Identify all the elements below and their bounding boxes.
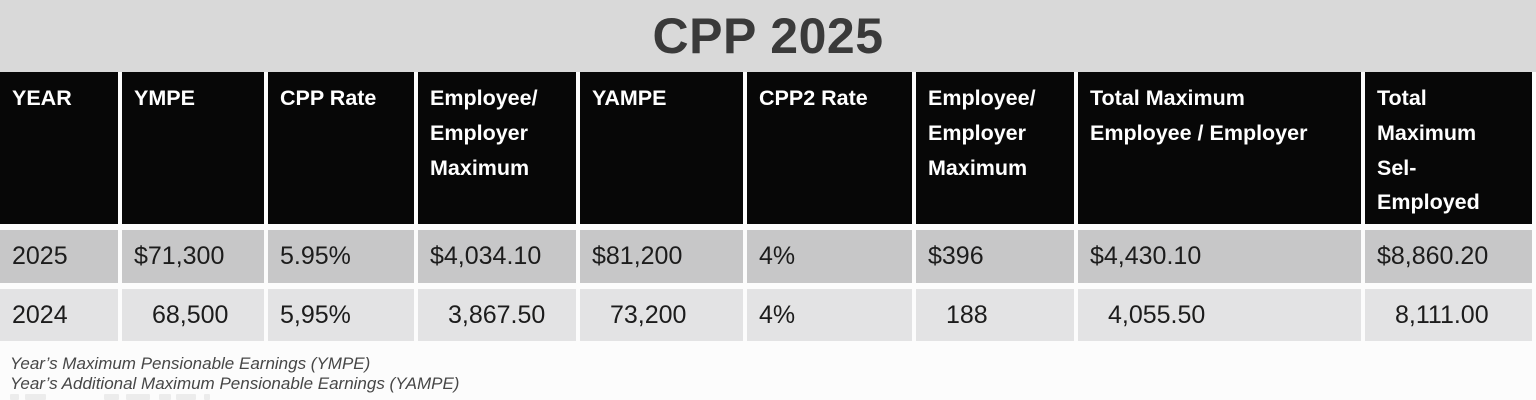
- header-cpp2-rate: CPP2 Rate: [747, 72, 916, 231]
- cell-2025-cpp2-rate: 4%: [747, 230, 916, 290]
- footnote-yampe: Year’s Additional Maximum Pensionable Ea…: [10, 374, 460, 394]
- header-yampe: YAMPE: [580, 72, 747, 231]
- table-row-2025: 2025 $71,300 5.95% $4,034.10 $81,200 4% …: [0, 230, 1536, 290]
- header-total-maximum-self-employed: Total Maximum Sel- Employed: [1365, 72, 1536, 231]
- cell-2024-cpp-rate: 5,95%: [268, 289, 418, 342]
- cell-2024-yampe: 73,200: [580, 289, 747, 342]
- page-title: CPP 2025: [652, 8, 884, 64]
- cell-2024-employee-employer-maximum: 3,867.50: [418, 289, 580, 342]
- table-row-2024: 2024 68,500 5,95% 3,867.50 73,200 4% 188…: [0, 289, 1536, 342]
- cell-2025-employee-employer-maximum: $4,034.10: [418, 230, 580, 290]
- cell-2024-cpp2-rate: 4%: [747, 289, 916, 342]
- cell-2024-year: 2024: [0, 289, 122, 342]
- clipped-text-fragment: [10, 394, 210, 400]
- cell-2025-year: 2025: [0, 230, 122, 290]
- cell-2024-ympe: 68,500: [122, 289, 268, 342]
- cell-2025-employee-employer-maximum-2: $396: [916, 230, 1078, 290]
- header-employee-employer-maximum-2: Employee/ Employer Maximum: [916, 72, 1078, 231]
- cell-2024-employee-employer-maximum-2: 188: [916, 289, 1078, 342]
- table-header-row: YEAR YMPE CPP Rate Employee/ Employer Ma…: [0, 72, 1536, 231]
- header-employee-employer-maximum: Employee/ Employer Maximum: [418, 72, 580, 231]
- cpp-table: YEAR YMPE CPP Rate Employee/ Employer Ma…: [0, 72, 1536, 342]
- cell-2025-ympe: $71,300: [122, 230, 268, 290]
- header-total-maximum-employee-employer: Total Maximum Employee / Employer: [1078, 72, 1365, 231]
- cell-2025-total-maximum-employee-employer: $4,430.10: [1078, 230, 1365, 290]
- title-band: CPP 2025: [0, 0, 1536, 72]
- cell-2025-cpp-rate: 5.95%: [268, 230, 418, 290]
- footnote-ympe: Year’s Maximum Pensionable Earnings (YMP…: [10, 354, 371, 374]
- cell-2024-total-maximum-self-employed: 8,111.00: [1365, 289, 1536, 342]
- header-year: YEAR: [0, 72, 122, 231]
- cell-2025-yampe: $81,200: [580, 230, 747, 290]
- cell-2024-total-maximum-employee-employer: 4,055.50: [1078, 289, 1365, 342]
- header-cpp-rate: CPP Rate: [268, 72, 418, 231]
- cell-2025-total-maximum-self-employed: $8,860.20: [1365, 230, 1536, 290]
- header-ympe: YMPE: [122, 72, 268, 231]
- footnotes: Year’s Maximum Pensionable Earnings (YMP…: [10, 354, 1536, 394]
